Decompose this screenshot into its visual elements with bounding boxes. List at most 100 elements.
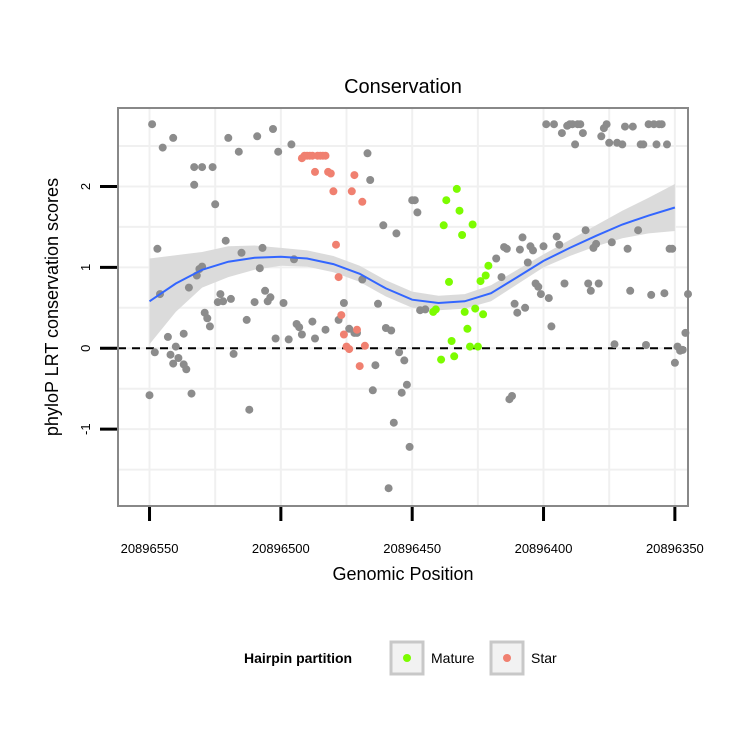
data-point-mature xyxy=(473,342,482,351)
data-point-other xyxy=(379,221,388,230)
data-point-mature xyxy=(445,277,453,286)
data-point-other xyxy=(544,294,553,303)
data-point-other xyxy=(216,290,225,299)
data-point-other xyxy=(552,232,561,241)
data-point-mature xyxy=(484,261,493,270)
data-point-other xyxy=(626,286,635,295)
data-point-other xyxy=(610,340,619,349)
x-tick-label: 20896350 xyxy=(646,541,704,556)
data-point-other xyxy=(250,298,259,307)
data-point-other xyxy=(678,345,687,354)
data-point-other xyxy=(602,120,611,129)
data-point-other xyxy=(245,405,254,414)
data-point-other xyxy=(518,233,527,242)
data-point-other xyxy=(523,258,532,267)
data-point-other xyxy=(269,125,277,133)
data-point-other xyxy=(395,348,404,357)
data-point-other xyxy=(203,314,212,323)
data-point-other xyxy=(670,358,679,367)
data-point-mature xyxy=(468,220,477,229)
legend-label-star: Star xyxy=(531,650,557,666)
data-point-other xyxy=(557,129,566,138)
data-point-other xyxy=(190,180,199,189)
data-point-other xyxy=(271,334,280,343)
data-point-other xyxy=(182,365,191,374)
chart-title: Conservation xyxy=(344,76,462,98)
data-point-other xyxy=(145,391,154,400)
data-point-mature xyxy=(439,221,448,230)
data-point-mature xyxy=(471,304,480,313)
data-point-other xyxy=(295,323,304,332)
data-point-star xyxy=(339,330,348,339)
data-point-other xyxy=(542,120,551,129)
legend-entry-mature: Mature xyxy=(389,640,475,676)
y-tick-label: 0 xyxy=(78,345,93,352)
data-point-star xyxy=(350,171,359,180)
data-point-other xyxy=(392,229,401,238)
data-point-other xyxy=(284,335,293,344)
data-point-other xyxy=(287,140,296,149)
legend-entry-star: Star xyxy=(489,640,557,676)
data-point-star xyxy=(334,273,343,282)
data-point-other xyxy=(308,317,317,326)
data-point-other xyxy=(639,140,648,149)
data-point-other xyxy=(652,140,661,149)
data-point-star xyxy=(360,341,369,350)
data-point-other xyxy=(668,244,677,253)
data-point-mature xyxy=(458,231,467,239)
data-point-other xyxy=(550,120,558,129)
data-point-other xyxy=(560,279,569,288)
data-point-other xyxy=(148,120,157,129)
data-point-other xyxy=(657,120,666,129)
data-point-other xyxy=(169,359,178,368)
data-point-mature xyxy=(460,307,469,316)
data-point-mature xyxy=(450,352,459,361)
data-point-other xyxy=(179,329,188,338)
data-point-mature xyxy=(481,271,490,280)
series-other xyxy=(145,120,692,493)
data-point-mature xyxy=(431,305,440,314)
data-point-other xyxy=(597,132,606,141)
data-point-mature xyxy=(476,277,485,286)
data-point-other xyxy=(279,299,288,307)
data-point-other xyxy=(321,325,330,334)
data-point-other xyxy=(253,132,262,141)
data-point-other xyxy=(158,143,167,152)
data-point-mature xyxy=(452,184,461,193)
x-tick-label: 20896500 xyxy=(252,541,310,556)
data-point-mature xyxy=(447,337,456,345)
y-tick-label: 2 xyxy=(78,183,93,190)
plot-panel: 20896550 20896500 20896450 20896400 20896350… xyxy=(78,107,704,556)
data-point-other xyxy=(618,140,627,149)
data-point-other xyxy=(584,279,593,288)
data-point-other xyxy=(190,163,199,172)
data-point-mature xyxy=(463,324,472,333)
data-point-other xyxy=(502,244,511,253)
data-point-other xyxy=(387,326,396,335)
data-point-other xyxy=(219,297,228,306)
data-point-other xyxy=(339,299,348,307)
data-point-other xyxy=(255,264,264,273)
data-point-other xyxy=(529,246,537,255)
data-point-other xyxy=(242,315,251,324)
data-point-other xyxy=(536,290,545,299)
data-point-other xyxy=(521,303,530,312)
data-point-star xyxy=(329,187,338,196)
legend-marker-star xyxy=(503,654,511,662)
data-point-other xyxy=(371,361,380,370)
data-point-other xyxy=(171,342,180,351)
data-point-other xyxy=(363,149,372,158)
data-point-other xyxy=(421,305,430,314)
data-point-other xyxy=(405,442,414,451)
data-point-other xyxy=(266,293,275,302)
data-point-star xyxy=(332,240,340,249)
series-star xyxy=(297,151,369,371)
data-point-other xyxy=(605,138,614,147)
data-point-other xyxy=(229,349,238,358)
data-point-other xyxy=(368,386,377,395)
x-axis-label: Genomic Position xyxy=(332,564,473,584)
data-point-other xyxy=(663,140,671,149)
legend: Hairpin partition Mature Star xyxy=(244,640,557,676)
data-point-other xyxy=(374,299,382,308)
data-point-other xyxy=(402,380,411,389)
